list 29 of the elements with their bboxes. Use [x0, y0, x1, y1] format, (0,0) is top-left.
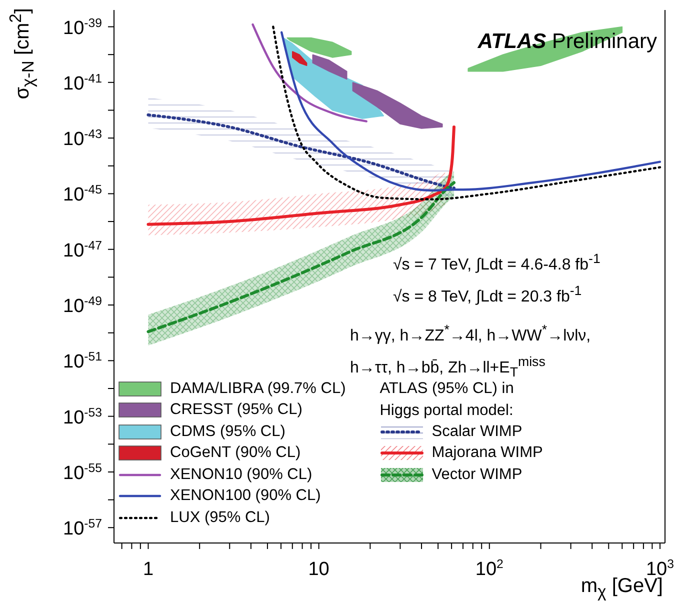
- annotation: √s = 8 TeV, ∫Ldt = 20.3 fb$^{-1}$: [392, 282, 583, 308]
- annotation: h→γγ, h→ZZ$^{*}$→4l, h→WW$^{*}$→lνlν,: [350, 320, 592, 346]
- y-tick-label: 10$^{-51}$: [63, 350, 102, 373]
- x-tick-label: 10: [308, 559, 330, 580]
- legend-label: Vector WIMP: [432, 466, 522, 484]
- y-tick-label: 10$^{-55}$: [63, 460, 102, 484]
- y-tick-label: 10$^{-45}$: [63, 182, 102, 206]
- legend-label: Majorana WIMP: [432, 444, 543, 462]
- x-tick-label: 1: [142, 559, 154, 580]
- x-tick-label: 10$^{2}$: [475, 557, 504, 580]
- legend-label: CDMS (95% CL): [170, 422, 286, 441]
- legend-label: Scalar WIMP: [432, 422, 522, 441]
- legend-label: LUX (95% CL): [170, 508, 270, 527]
- legend-label: XENON10 (90% CL): [170, 466, 312, 484]
- text: ATLAS Preliminary: [478, 30, 657, 54]
- legend-label: XENON100 (90% CL): [170, 487, 321, 506]
- y-tick-label: 10$^{-41}$: [63, 71, 102, 94]
- y-tick-label: 10$^{-47}$: [63, 238, 102, 262]
- legend-title: ATLAS (95% CL) in Higgs portal model:: [380, 379, 515, 420]
- legend-label: DAMA/LIBRA (99.7% CL): [170, 380, 346, 398]
- annotation: √s = 7 TeV, ∫Ldt = 4.6-4.8 fb$^{-1}$: [392, 250, 600, 276]
- x-axis-title: m$_{χ}$ [GeV]: [580, 575, 663, 602]
- y-tick-label: 10$^{-57}$: [63, 516, 102, 540]
- legend-label: CRESST (95% CL): [170, 401, 302, 420]
- y-tick-label: 10$^{-43}$: [63, 127, 102, 150]
- legend-label: CoGeNT (90% CL): [170, 444, 301, 462]
- y-tick-label: 10$^{-53}$: [63, 405, 102, 428]
- y-tick-label: 10$^{-39}$: [63, 16, 102, 39]
- y-tick-label: 10$^{-49}$: [63, 294, 102, 318]
